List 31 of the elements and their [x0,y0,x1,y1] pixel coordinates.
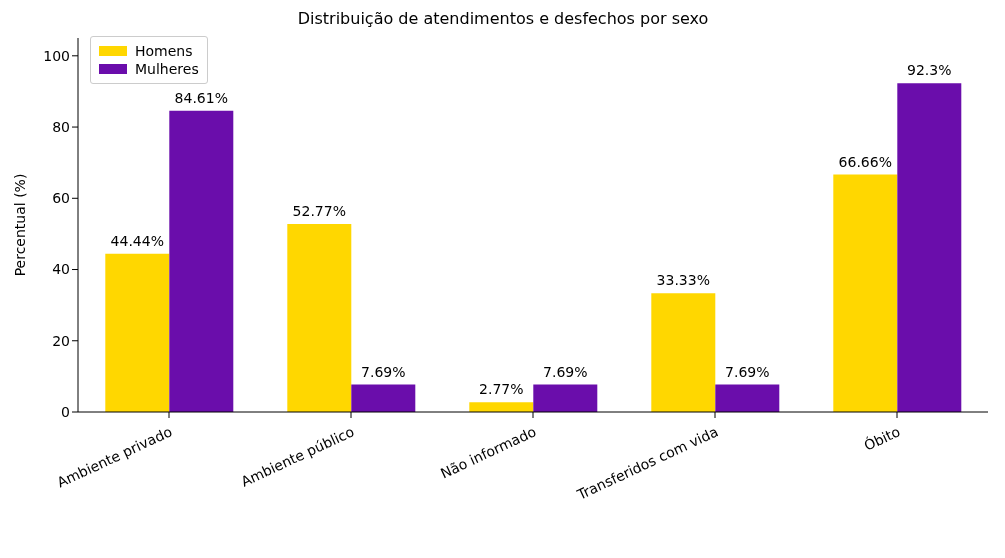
bar [897,83,962,412]
bar [833,174,898,412]
y-tick-label: 60 [52,190,70,207]
legend-label: Mulheres [135,61,199,77]
data-label: 7.69% [361,363,406,380]
data-label: 52.77% [292,203,346,220]
bar [715,384,780,412]
x-tick-label: Óbito [861,422,903,454]
y-axis-title: Percentual (%) [11,173,28,277]
chart-title: Distribuição de atendimentos e desfechos por sexo [296,8,710,30]
data-label: 66.66% [838,153,892,170]
bar [533,384,598,412]
y-tick-label: 40 [52,261,70,278]
bar [651,293,716,412]
y-tick-label: 80 [52,119,70,136]
data-label: 7.69% [543,363,588,380]
bar [469,402,534,412]
bar [105,253,170,412]
bar [287,224,352,412]
y-tick-label: 100 [43,47,70,64]
data-label: 33.33% [656,272,710,289]
bar [169,110,234,412]
legend-label: Homens [135,43,193,59]
y-tick-label: 0 [61,403,70,420]
data-label: 44.44% [110,232,164,249]
data-label: 2.77% [479,381,524,398]
bar [351,384,416,412]
data-label: 92.3% [907,62,952,79]
data-label: 84.61% [174,89,228,106]
data-label: 7.69% [725,363,770,380]
y-tick-label: 20 [52,332,70,349]
